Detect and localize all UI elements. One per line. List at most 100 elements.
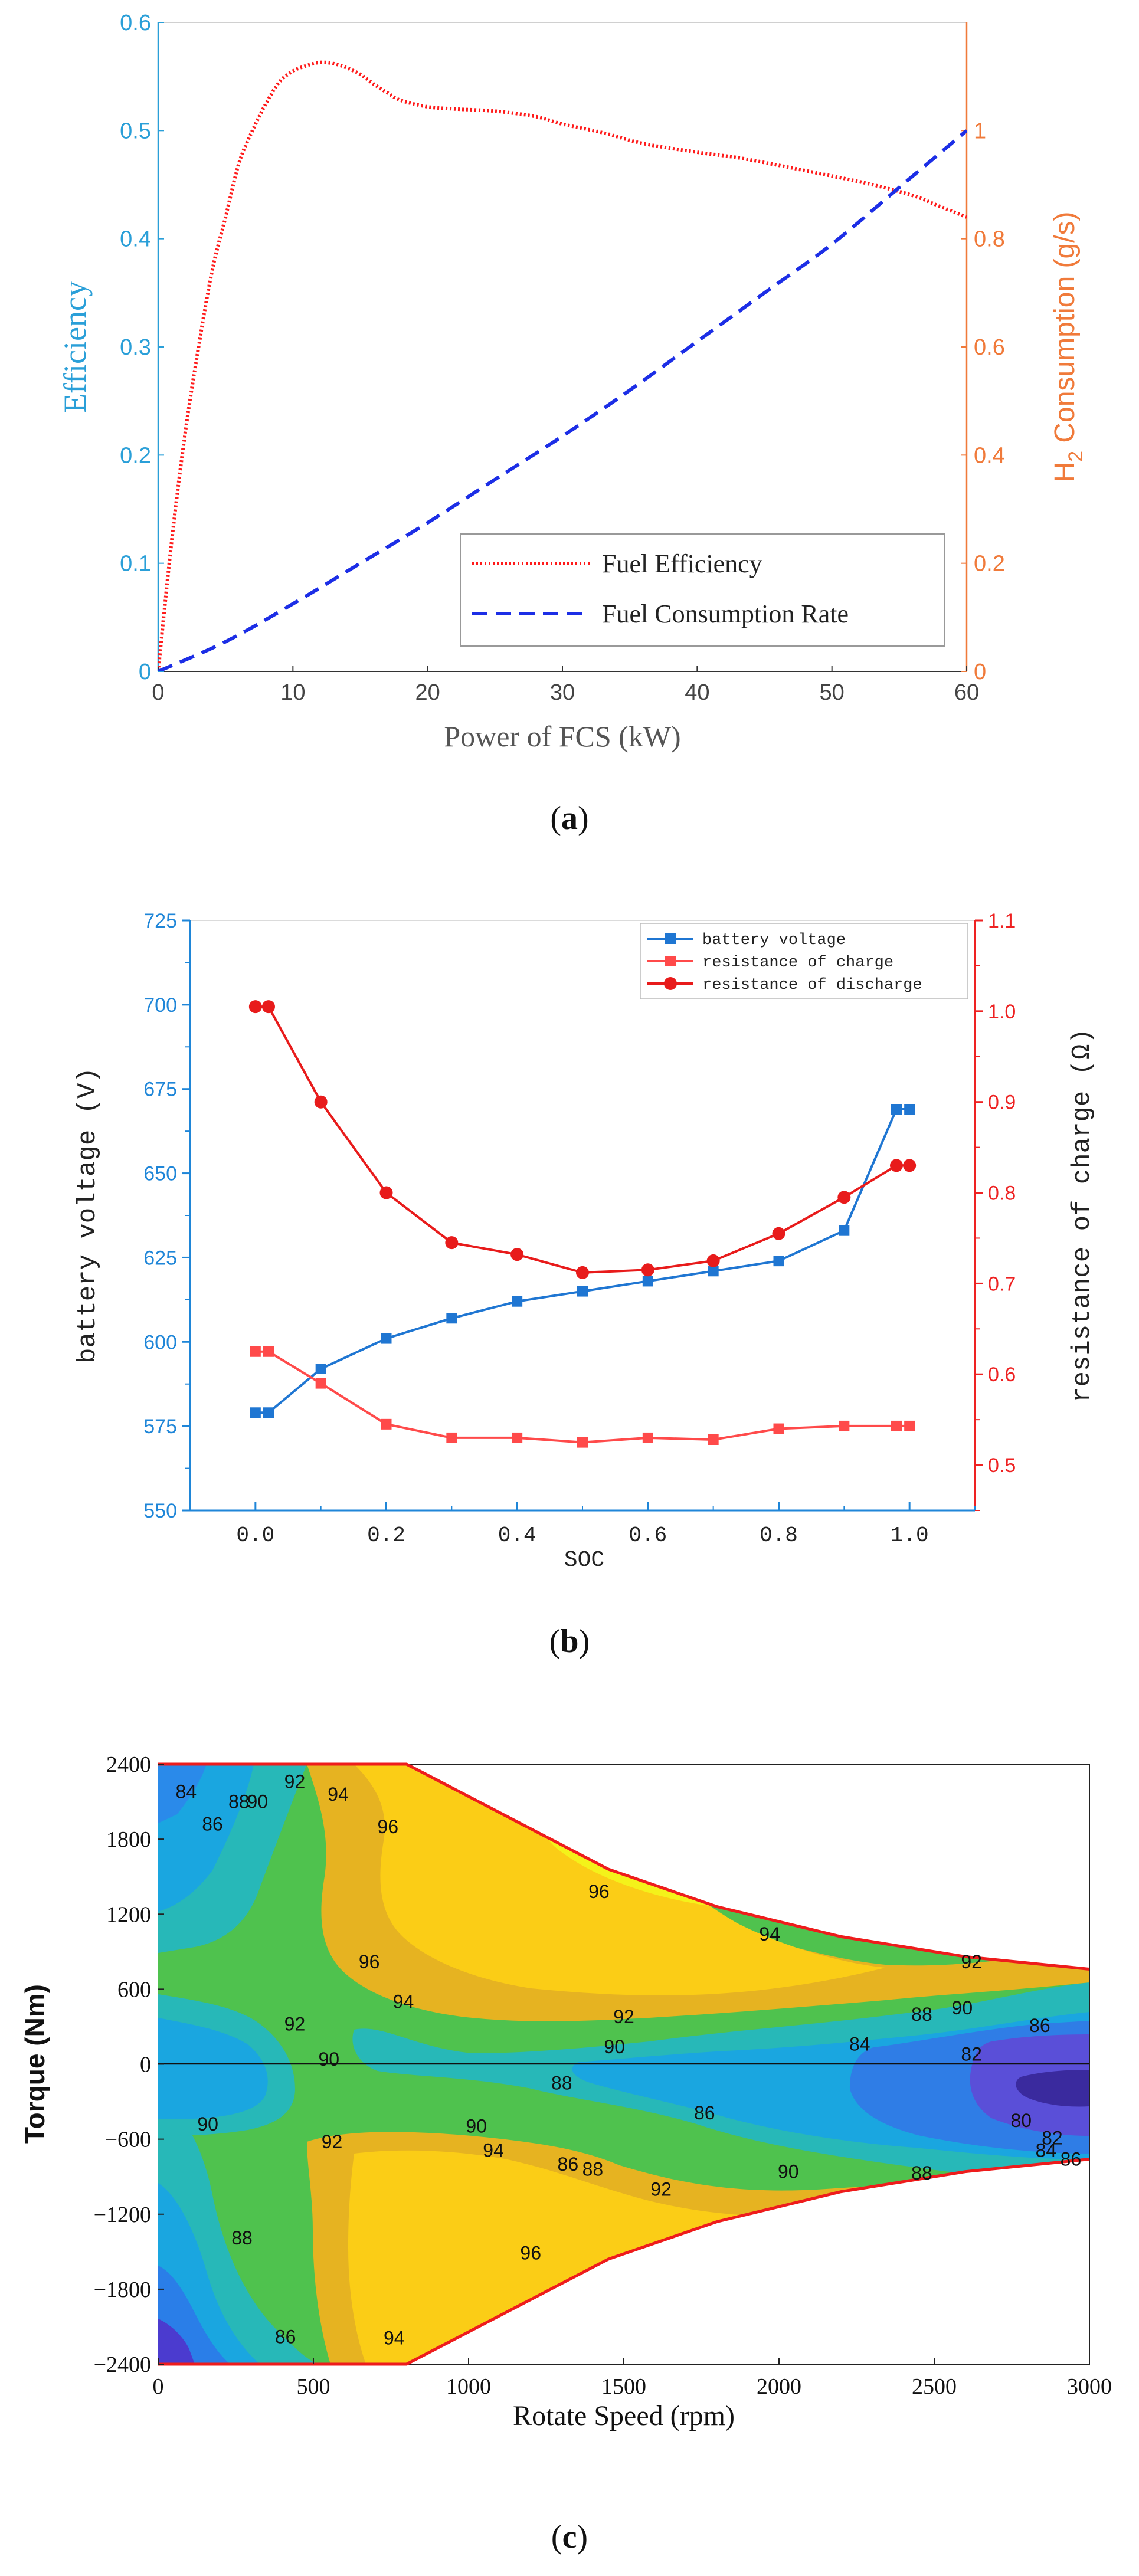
contour-label: 80: [1010, 2110, 1032, 2131]
caption-a: (a): [550, 800, 588, 837]
y-tick-label-c: 2400: [106, 1752, 151, 1777]
y-left-tick-label-a: 0.6: [120, 11, 151, 35]
data-point-resistance-of-charge: [446, 1432, 457, 1443]
data-point-resistance-of-discharge: [890, 1159, 903, 1172]
y-left-tick-label-a: 0.1: [120, 552, 151, 576]
y-right-ticks-b: 0.5 0.6 0.7 0.8 0.9 1.0 1.1: [975, 910, 1016, 1511]
x-tick-label-c: 0: [153, 2374, 164, 2399]
data-point-battery-voltage: [773, 1256, 784, 1267]
y-axis-label-c: Torque (Nm): [19, 1984, 50, 2144]
contour-label: 86: [202, 1814, 223, 1835]
contour-label: 96: [588, 1881, 610, 1902]
y-right-tick-label-b: 1.1: [988, 910, 1016, 932]
contour-label: 92: [284, 2014, 306, 2035]
caption-b-letter: b: [560, 1623, 578, 1660]
contour-label: 96: [377, 1816, 398, 1837]
data-point-resistance-of-discharge: [248, 1000, 262, 1014]
x-tick-label-b: 1.0: [891, 1523, 929, 1548]
data-point-battery-voltage: [446, 1313, 457, 1324]
data-point-resistance-of-discharge: [445, 1236, 459, 1250]
y-left-tick-label-a: 0.3: [120, 335, 151, 360]
y-tick-label-c: −2400: [94, 2352, 151, 2377]
legend-b: battery voltage resistance of charge res…: [640, 923, 968, 999]
contour-label: 96: [520, 2242, 541, 2263]
contour-label: 82: [1042, 2128, 1063, 2149]
y-tick-label-c: −1200: [94, 2203, 151, 2227]
boundary-line-top: [158, 1762, 1090, 1971]
data-point-resistance-of-discharge: [262, 1000, 275, 1014]
contour-label: 90: [604, 2036, 625, 2057]
contour-label: 92: [284, 1771, 306, 1792]
contour-label: 90: [952, 1997, 973, 2018]
y-axis-label-left-b: battery voltage (V): [73, 1067, 103, 1364]
y-right-label-rest: Consumption (g/s): [1049, 211, 1081, 451]
contour-region-indigo-bl: [158, 2319, 195, 2364]
x-tick-label-a: 60: [954, 680, 979, 705]
data-point-resistance-of-discharge: [706, 1254, 720, 1267]
x-axis-label-c: Rotate Speed (rpm): [513, 2400, 735, 2431]
y-right-label-h: H: [1049, 462, 1081, 483]
y-left-tick-label-b: 725: [143, 910, 177, 932]
contour-label: 84: [849, 2034, 870, 2055]
contour-label: 88: [551, 2072, 572, 2093]
caption-b: (b): [549, 1623, 590, 1660]
caption-c-letter: c: [562, 2519, 577, 2555]
data-point-resistance-of-discharge: [772, 1227, 785, 1240]
y-ticks-c: 2400 1800 1200 600 0 −600 −1200 −1800 −2400: [94, 1752, 164, 2377]
y-right-tick-label-b: 0.8: [988, 1182, 1016, 1205]
y-tick-label-c: −1800: [94, 2277, 151, 2302]
data-point-battery-voltage: [642, 1276, 653, 1287]
y-axis-label-left-a: Efficiency: [57, 281, 93, 413]
data-point-resistance-of-discharge: [641, 1263, 654, 1277]
y-right-tick-label-a: 0: [974, 660, 986, 684]
x-tick-label-a: 20: [415, 680, 440, 705]
x-tick-label-a: 30: [550, 680, 575, 705]
y-left-tick-label-b: 700: [143, 994, 177, 1017]
legend-label-battery-voltage: battery voltage: [702, 932, 846, 949]
legend-label-resistance-of-discharge: resistance of discharge: [702, 976, 922, 994]
contour-label: 88: [231, 2227, 253, 2249]
y-right-tick-label-a: 0.6: [974, 335, 1005, 360]
y-axis-label-right-a: H2 Consumption (g/s): [1049, 211, 1087, 482]
y-left-tick-label-b: 550: [143, 1500, 177, 1522]
y-left-tick-label-b: 675: [143, 1079, 177, 1101]
legend-box-a: [460, 533, 945, 647]
legend-a: Fuel Efficiency Fuel Consumption Rate: [460, 533, 945, 647]
series-line-fuel-consumption-rate: [158, 129, 967, 671]
data-point-resistance-of-discharge: [903, 1159, 917, 1172]
contour-label: 86: [1061, 2149, 1082, 2170]
y-right-tick-label-a: 0.2: [974, 552, 1005, 576]
contour-label: 86: [275, 2326, 296, 2347]
y-right-tick-label-b: 0.9: [988, 1092, 1016, 1114]
data-point-resistance-of-charge: [250, 1346, 261, 1357]
contour-label: 86: [1029, 2015, 1050, 2036]
data-point-battery-voltage: [577, 1286, 588, 1297]
x-tick-label-a: 10: [280, 680, 305, 705]
data-point-resistance-of-charge: [904, 1420, 915, 1431]
series-group-b: [248, 1000, 917, 1448]
contour-label: 82: [961, 2044, 982, 2065]
contour-label: 92: [322, 2131, 343, 2152]
contour-label: 90: [466, 2115, 487, 2136]
series-line-resistance-of-charge: [255, 1350, 910, 1444]
contour-region-deep-right: [1016, 2070, 1089, 2107]
x-tick-label-b: 0.8: [760, 1523, 798, 1548]
contour-label: 90: [778, 2161, 799, 2182]
x-tick-label-b: 0.4: [498, 1523, 536, 1548]
y-left-tick-label-b: 650: [143, 1163, 177, 1185]
y-right-tick-label-b: 0.5: [988, 1454, 1016, 1477]
contour-region-blue-tl: [158, 1764, 207, 1823]
contour-label: 86: [694, 2102, 715, 2123]
x-tick-label-c: 1000: [446, 2374, 491, 2399]
series-line-battery-voltage: [255, 1108, 910, 1414]
contour-label: 90: [247, 1791, 269, 1813]
data-point-resistance-of-discharge: [379, 1186, 393, 1199]
data-point-resistance-of-discharge: [837, 1191, 851, 1204]
y-left-tick-label-a: 0.4: [120, 227, 151, 252]
data-point-resistance-of-discharge: [510, 1248, 524, 1261]
y-left-tick-label-a: 0.2: [120, 443, 151, 468]
data-point-resistance-of-discharge: [314, 1095, 328, 1109]
data-point-resistance-of-charge: [891, 1420, 902, 1431]
data-point-battery-voltage: [839, 1225, 850, 1236]
